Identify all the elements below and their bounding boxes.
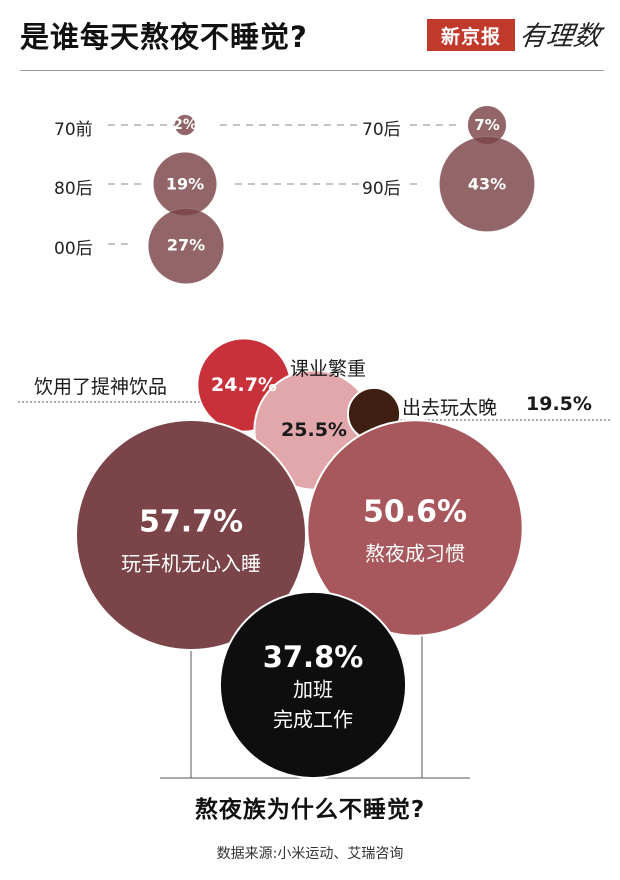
page-title: 是谁每天熬夜不睡觉? — [20, 20, 308, 54]
generation-value-70before: 2% — [173, 117, 197, 133]
generation-bubble-00s — [147, 207, 225, 285]
reason-label-overtime-line1: 加班 — [293, 677, 333, 702]
reason-bubble-overtime — [218, 590, 408, 780]
generation-value-70s: 7% — [474, 116, 500, 134]
chart-title: 熬夜族为什么不睡觉? — [194, 797, 426, 823]
generation-label-90s: 90后 — [362, 179, 401, 199]
reason-label-overtime-line2: 完成工作 — [273, 707, 353, 732]
brand-name-badge: 新京报 — [427, 19, 515, 51]
generation-bubble-70before — [174, 114, 196, 136]
reason-bubble-habit — [306, 419, 524, 637]
generation-value-00s: 27% — [166, 235, 206, 255]
reason-label-homework: 课业繁重 — [290, 358, 367, 380]
reason-label-energy-drink: 饮用了提神饮品 — [34, 376, 168, 398]
generation-label-00s: 00后 — [54, 239, 93, 259]
reason-label-out-late: 出去玩太晚 — [402, 397, 498, 419]
reason-label-habit: 熬夜成习惯 — [365, 541, 465, 566]
reason-value-overtime: 37.8% — [262, 640, 364, 674]
reason-label-phone: 玩手机无心入睡 — [121, 551, 261, 576]
reason-value-energy-drink: 24.7% — [211, 374, 277, 396]
reason-bubble-phone — [75, 419, 307, 651]
generation-label-80s: 80后 — [54, 179, 93, 199]
generation-value-90s: 43% — [467, 174, 507, 194]
reason-value-homework: 25.5% — [281, 419, 347, 441]
generation-bubble-90s — [439, 136, 535, 232]
reason-value-phone: 57.7% — [138, 504, 244, 540]
generation-label-70before: 70前 — [54, 120, 93, 140]
reason-value-habit: 50.6% — [362, 494, 468, 530]
source-note: 数据来源:小米运动、艾瑞咨询 — [216, 846, 404, 862]
generation-value-80s: 19% — [165, 174, 205, 194]
generation-label-70s: 70后 — [362, 120, 401, 140]
reason-value-out-late: 19.5% — [526, 393, 592, 415]
header-divider — [20, 70, 604, 71]
